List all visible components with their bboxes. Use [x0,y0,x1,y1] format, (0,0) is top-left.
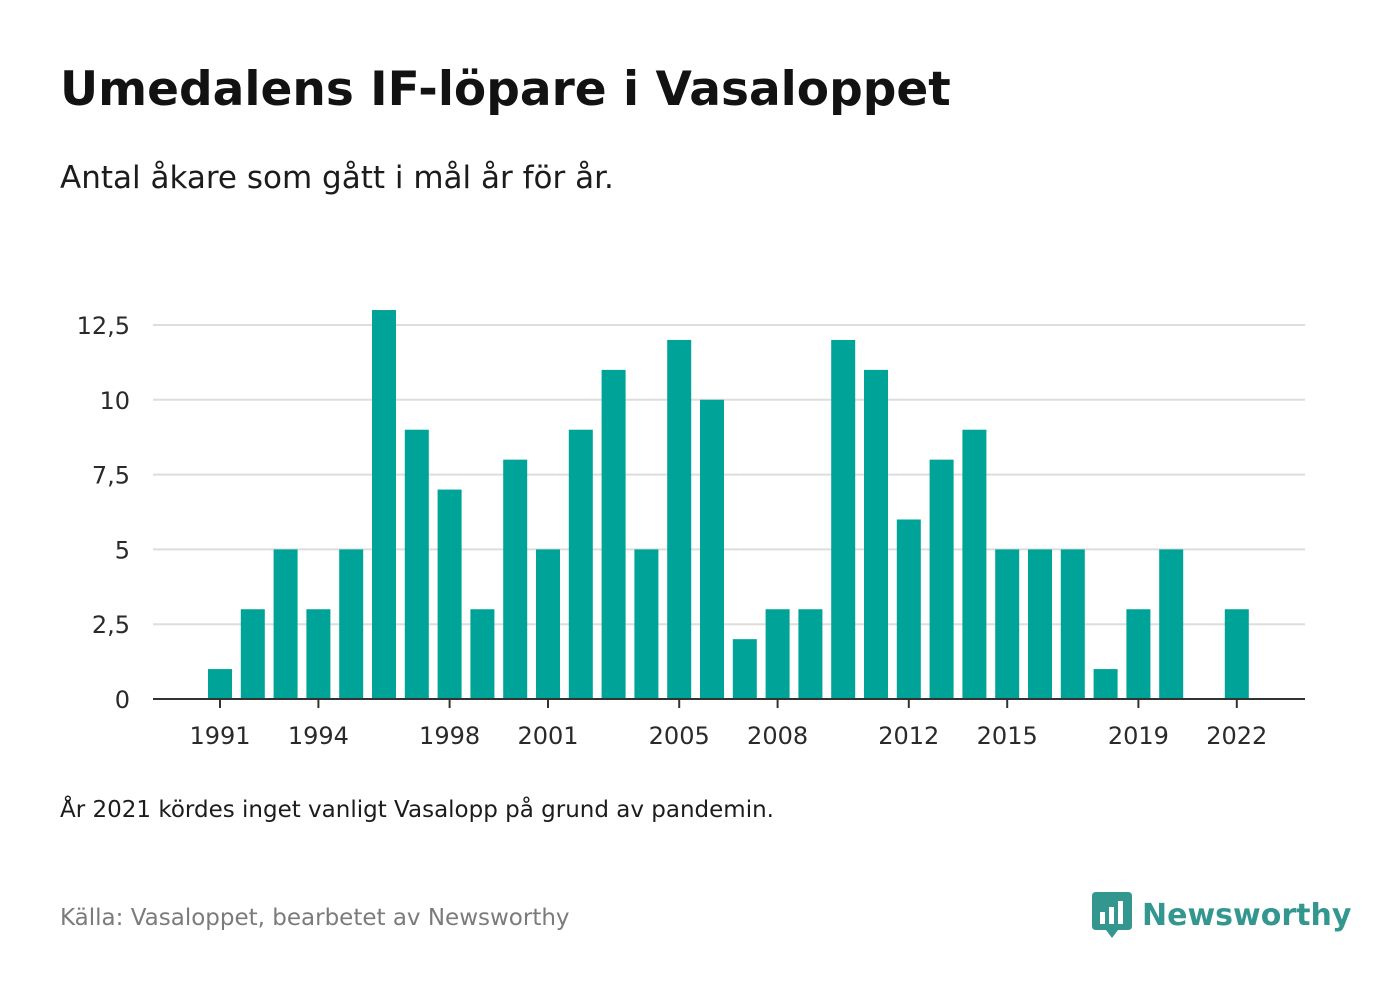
bar-1999 [470,609,495,699]
bar-chart: 0 2,5 5 7,5 10 12,5 1991 1994 1998 2001 2005 2008 2… [77,310,1305,750]
y-tick-label: 10 [99,387,130,415]
bar-2018 [1093,669,1118,699]
y-axis-ticks: 0 2,5 5 7,5 10 12,5 [77,312,130,714]
source-text: Källa: Vasaloppet, bearbetet av Newswort… [60,905,570,931]
bar-2013 [929,459,954,699]
newsworthy-logo-icon [1092,892,1132,938]
x-tick-label: 2005 [649,722,710,750]
bar-2017 [1060,549,1085,699]
bar-2000 [503,459,528,699]
brand-name: Newsworthy [1142,897,1352,933]
bar-1994 [306,609,331,699]
y-tick-label: 5 [115,536,130,564]
x-tick-label: 2022 [1206,722,1267,750]
bar-2022 [1224,609,1249,699]
bar-2015 [995,549,1020,699]
y-tick-label: 0 [115,686,130,714]
bar-2020 [1159,549,1184,699]
bar-1996 [372,310,396,699]
bar-2005 [667,339,692,699]
bar-1993 [273,549,298,699]
bar-1995 [339,549,364,699]
x-tick-label: 1994 [288,722,349,750]
newsworthy-brand: Newsworthy [1090,890,1351,940]
chart-note: År 2021 kördes inget vanligt Vasalopp på… [60,797,774,823]
bar-2010 [831,339,856,699]
bar-1991 [208,669,232,699]
x-tick-label: 2015 [977,722,1038,750]
gridlines [153,324,1305,626]
bar-2006 [700,399,724,699]
chart-title: Umedalens IF-löpare i Vasaloppet [60,62,951,117]
bar-2011 [864,369,888,699]
bar-2009 [798,609,823,699]
bar-2016 [1028,549,1052,699]
bar-1998 [437,489,462,699]
x-tick-label: 2001 [517,722,578,750]
bar-2002 [568,429,593,699]
x-tick-label: 1991 [189,722,250,750]
bar-2007 [732,639,757,699]
bars [208,310,1249,699]
y-tick-label: 7,5 [92,462,130,490]
y-tick-label: 12,5 [77,312,130,340]
x-tick-label: 1998 [419,722,480,750]
bar-2012 [896,519,921,699]
x-axis-ticks: 1991 1994 1998 2001 2005 2008 2012 2015 2019 2022 [189,699,1267,750]
bar-2004 [634,549,659,699]
x-tick-label: 2012 [878,722,939,750]
bar-2014 [962,429,987,699]
y-tick-label: 2,5 [92,611,130,639]
bar-2001 [536,549,560,699]
bar-2003 [601,369,626,699]
x-tick-label: 2008 [747,722,808,750]
chart-subtitle: Antal åkare som gått i mål år för år. [60,160,614,196]
bar-2008 [765,609,790,699]
bar-1992 [240,609,265,699]
bar-1997 [404,429,429,699]
bar-2019 [1126,609,1151,699]
x-tick-label: 2019 [1108,722,1169,750]
